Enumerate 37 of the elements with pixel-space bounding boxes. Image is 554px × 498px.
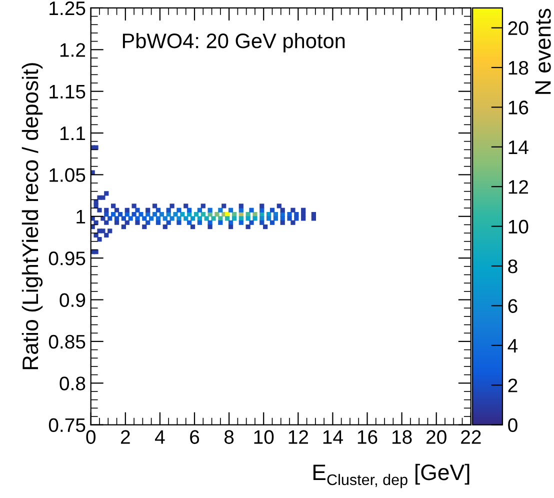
y-tick-label: 1.05	[50, 168, 86, 182]
y-tick-label: 1.25	[50, 1, 86, 16]
color-bar-label: 4	[508, 339, 518, 352]
y-tick-label: 0.75	[48, 418, 86, 432]
y-tick-label: 0.95	[48, 252, 86, 266]
x-tick-label: 16	[358, 430, 378, 444]
color-bar-label: 14	[508, 140, 528, 154]
x-tick-label: 0	[86, 430, 96, 444]
color-bar-label: 0	[508, 418, 518, 432]
x-tick-label: 18	[392, 430, 412, 444]
y-tick-label: 0.85	[48, 334, 86, 349]
color-bar-title: N events	[535, 8, 551, 94]
x-tick-label: 12	[288, 430, 308, 444]
color-bar-label: 8	[508, 259, 518, 274]
color-bar-label: 16	[508, 100, 528, 114]
color-bar-label: 20	[508, 21, 528, 36]
x-tick-label: 14	[323, 430, 343, 444]
x-tick-label: 4	[154, 430, 165, 444]
x-tick-label: 10	[254, 430, 274, 444]
color-bar-label: 6	[508, 299, 518, 313]
color-bar-label: 10	[508, 220, 528, 234]
y-tick-label: 1	[76, 210, 86, 224]
x-tick-label: 20	[426, 430, 446, 444]
color-bar-label: 2	[508, 378, 518, 392]
y-tick-label: 1.1	[60, 126, 86, 140]
y-tick-label: 0.8	[60, 376, 86, 390]
x-tick-label: 2	[120, 430, 130, 444]
x-tick-label: 8	[224, 430, 234, 444]
y-tick-label: 1.15	[50, 85, 86, 99]
color-bar-label: 12	[508, 180, 528, 194]
color-bar-label: 18	[508, 60, 528, 75]
text: PbWO4: 20 GeV photon	[122, 32, 345, 52]
x-tick-label: 22	[461, 430, 481, 444]
y-tick-label: 1.2	[60, 43, 86, 57]
y-tick-label: 0.9	[60, 293, 86, 307]
y-axis-title: Ratio (LightYield reco / deposit)	[22, 63, 43, 370]
x-tick-label: 6	[190, 430, 200, 444]
